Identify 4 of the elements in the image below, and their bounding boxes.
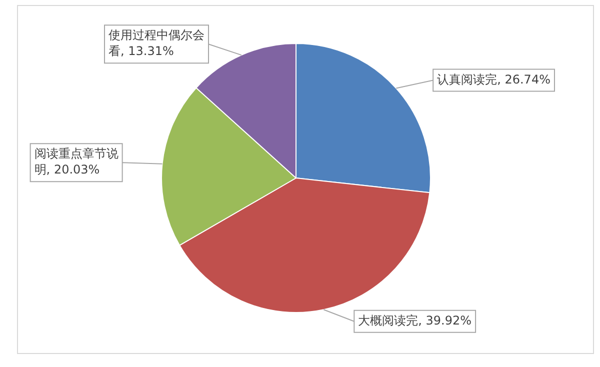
slice-label: 阅读重点章节说明, 20.03% xyxy=(34,146,118,177)
slice-label: 认真阅读完, 26.74% xyxy=(437,72,550,86)
slice-label: 大概阅读完, 39.92% xyxy=(358,313,472,328)
slice-label: 使用过程中偶尔会看, 13.31% xyxy=(108,28,205,58)
